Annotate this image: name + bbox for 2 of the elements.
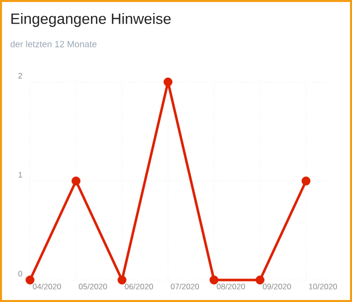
chart-subtitle: der letzten 12 Monate — [10, 40, 97, 48]
chart-title: Eingegangene Hinweise — [11, 13, 171, 27]
